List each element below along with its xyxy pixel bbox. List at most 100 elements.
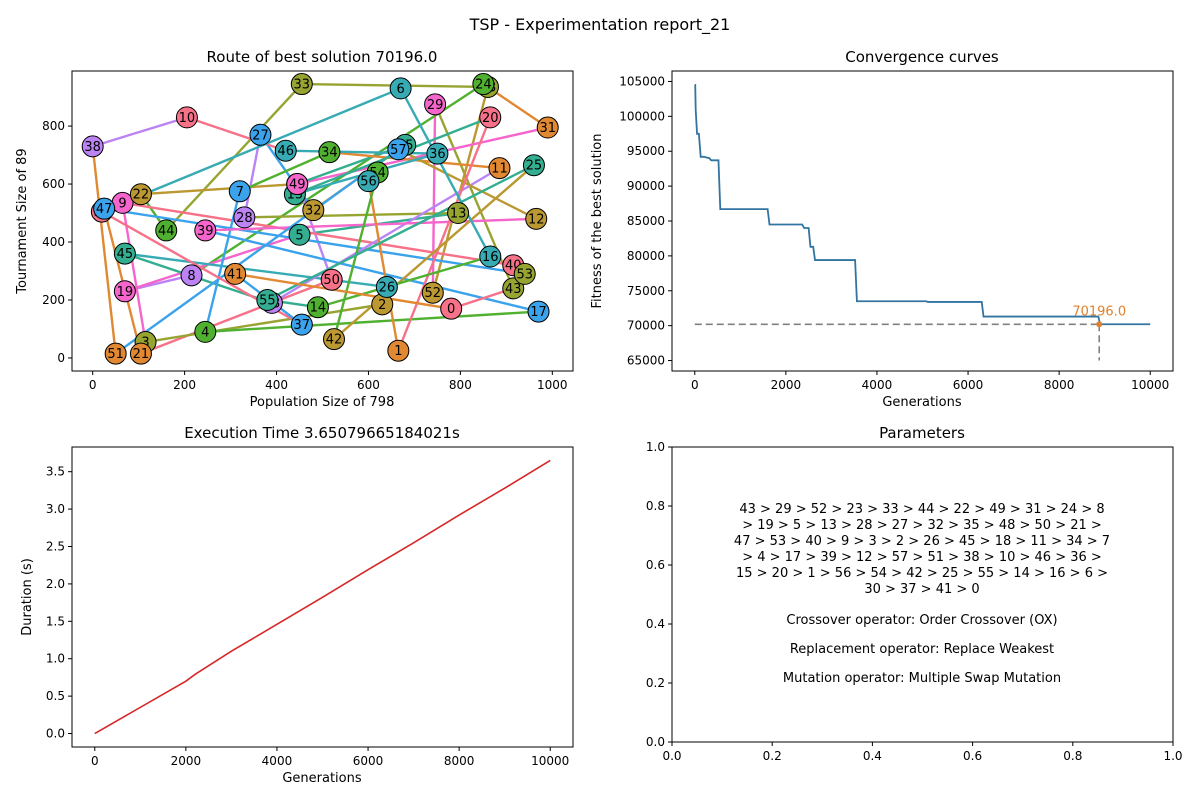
route-edge (296, 126, 549, 186)
y-tick-label: 800 (42, 119, 65, 133)
y-tick-label: 80000 (627, 249, 665, 263)
y-tick-label: 100000 (619, 109, 665, 123)
route-edge (123, 252, 389, 289)
convergence-y-ticks: 65000 70000 75000 80000 85000 90000 95000 10000… (619, 74, 672, 368)
x-tick-label: 600 (357, 378, 380, 392)
city-label: 50 (323, 273, 340, 288)
x-tick-label: 0 (89, 378, 97, 392)
city-node (387, 339, 410, 362)
city-label: 13 (450, 207, 467, 222)
exec-time-axes-frame (71, 446, 574, 748)
best-solution-marker (1096, 321, 1103, 328)
y-tick-label: 0.0 (646, 735, 665, 749)
route-edge (397, 148, 538, 221)
x-tick-label: 1000 (537, 378, 568, 392)
city-label: 21 (133, 347, 150, 362)
x-tick-label: 0 (91, 754, 99, 768)
x-tick-label: 0.0 (662, 749, 681, 763)
convergence-ylabel: Fitness of the best solution (590, 133, 605, 308)
city-node (320, 268, 343, 291)
figure-title: TSP - Experimentation report_21 (469, 15, 731, 35)
city-node (180, 264, 203, 287)
city-label: 36 (429, 147, 446, 162)
city-label: 19 (117, 285, 134, 300)
x-tick-label: 6000 (353, 754, 384, 768)
route-sequence-line: > 19 > 5 > 13 > 28 > 27 > 32 > 35 > 48 >… (742, 518, 1102, 533)
convergence-panel: Convergence curves 70196.0 0 2000 4000 6000… (590, 48, 1174, 410)
convergence-xlabel: Generations (882, 395, 962, 410)
city-label: 20 (482, 111, 499, 126)
city-node (387, 138, 410, 161)
y-tick-label: 0.6 (646, 558, 665, 572)
city-node (228, 180, 251, 203)
y-tick-label: 0.0 (46, 727, 65, 741)
route-edge (114, 148, 400, 355)
y-tick-label: 1.0 (646, 440, 665, 454)
city-label: 28 (236, 211, 253, 226)
y-tick-label: 1.5 (46, 614, 65, 628)
city-label: 5 (295, 228, 303, 243)
exec-time-y-ticks: 0.0 0.5 1.0 1.5 2.0 2.5 3.0 3.5 (46, 465, 72, 741)
x-tick-label: 10000 (1131, 378, 1169, 392)
x-tick-label: 8000 (1044, 378, 1075, 392)
city-node (479, 106, 502, 129)
mutation-operator: Mutation operator: Multiple Swap Mutatio… (783, 671, 1061, 686)
route-panel: Route of best solution 70196.0 012345678… (15, 48, 574, 410)
city-node (113, 242, 136, 265)
route-sequence-line: 47 > 53 > 40 > 9 > 3 > 2 > 26 > 45 > 18 … (734, 534, 1110, 549)
city-label: 31 (539, 121, 556, 136)
city-label: 45 (117, 247, 134, 262)
city-node (488, 157, 511, 180)
city-label: 14 (310, 301, 327, 316)
convergence-plot: 70196.0 (694, 84, 1151, 361)
city-node (421, 281, 444, 304)
y-tick-label: 105000 (619, 74, 665, 88)
city-label: 29 (427, 98, 444, 113)
city-node (93, 197, 116, 220)
city-node (322, 328, 345, 351)
city-node (129, 342, 152, 365)
city-node (290, 313, 313, 336)
route-sequence-line: 43 > 29 > 52 > 23 > 33 > 44 > 22 > 49 > … (739, 502, 1104, 517)
city-node (274, 139, 297, 162)
city-label: 12 (528, 212, 545, 227)
route-edge (399, 87, 492, 258)
city-node (194, 219, 217, 242)
x-tick-label: 8000 (444, 754, 475, 768)
parameters-title: Parameters (879, 424, 965, 442)
route-edge (139, 182, 299, 196)
city-node (472, 73, 495, 96)
route-edge (144, 303, 384, 344)
route-edge (204, 310, 540, 334)
x-tick-label: 4000 (862, 378, 893, 392)
city-label: 4 (201, 325, 209, 340)
city-label: 8 (187, 269, 195, 284)
city-node (224, 262, 247, 285)
parameters-text: 43 > 29 > 52 > 23 > 33 > 44 > 22 > 49 > … (734, 502, 1110, 686)
route-edge (284, 149, 439, 155)
parameters-x-ticks: 0.0 0.2 0.4 0.6 0.8 1.0 (662, 742, 1183, 763)
convergence-title: Convergence curves (845, 48, 999, 66)
y-tick-label: 95000 (627, 144, 665, 158)
city-node (256, 288, 279, 311)
y-tick-label: 90000 (627, 179, 665, 193)
city-node (426, 142, 449, 165)
route-ylabel: Tournament Size of 89 (15, 148, 30, 294)
city-label: 27 (252, 128, 269, 143)
y-tick-label: 2.5 (46, 540, 65, 554)
city-label: 11 (491, 162, 508, 177)
city-label: 42 (326, 333, 343, 348)
exec-time-ylabel: Duration (s) (20, 558, 35, 636)
route-edge (190, 82, 485, 277)
x-tick-label: 0.6 (963, 749, 982, 763)
route-edge (316, 255, 492, 309)
y-tick-label: 70000 (627, 319, 665, 333)
route-edge (367, 179, 400, 352)
route-edge (238, 150, 331, 193)
city-label: 16 (482, 250, 499, 265)
city-label: 41 (227, 267, 244, 282)
convergence-x-ticks: 0 2000 4000 6000 8000 10000 (691, 371, 1169, 392)
duration-curve (94, 459, 551, 735)
city-node (375, 275, 398, 298)
city-node (318, 141, 341, 164)
